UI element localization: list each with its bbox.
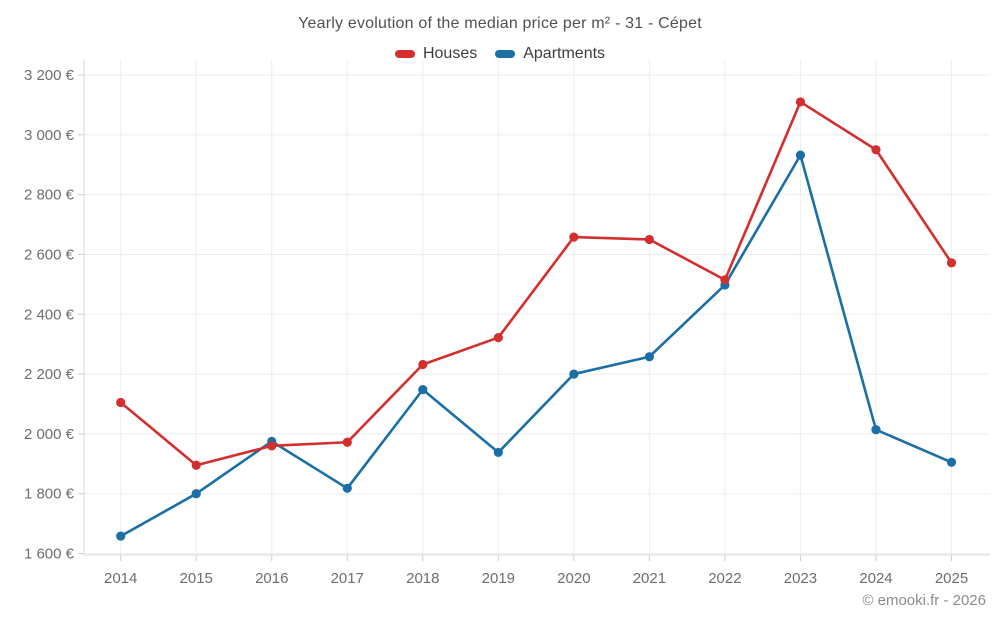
apartments-point-2024[interactable] <box>871 425 881 435</box>
houses-line <box>119 100 953 467</box>
x-tick-label: 2024 <box>859 570 892 587</box>
apartments-legend-label: Apartments <box>523 45 606 62</box>
apartments-point-2025[interactable] <box>946 457 957 467</box>
x-tick-label: 2020 <box>557 570 590 587</box>
y-tick-label: 2 000 € <box>24 426 75 443</box>
houses-legend-swatch-icon <box>394 50 415 58</box>
houses-point-2015[interactable] <box>191 460 201 470</box>
chart-title: Yearly evolution of the median price per… <box>298 15 702 32</box>
x-tick-label: 2019 <box>482 570 515 587</box>
y-tick-label: 1 600 € <box>24 546 75 563</box>
x-tick-label: 2025 <box>935 570 968 587</box>
chart-legend: Houses Apartments <box>0 45 1000 63</box>
legend-item-houses[interactable]: Houses <box>394 45 478 63</box>
x-tick-label: 2014 <box>104 570 137 587</box>
apartments-point-2018[interactable] <box>418 385 428 395</box>
apartments-point-2017[interactable] <box>342 483 352 493</box>
y-tick-label: 3 200 € <box>24 67 75 84</box>
y-tick-label: 2 800 € <box>24 187 75 204</box>
x-tick-label: 2021 <box>633 570 666 587</box>
houses-point-2018[interactable] <box>418 359 428 370</box>
apartments-point-2020[interactable] <box>569 369 579 379</box>
y-tick-label: 2 400 € <box>24 306 75 323</box>
apartments-point-2019[interactable] <box>493 447 503 458</box>
houses-point-2019[interactable] <box>493 332 503 343</box>
y-tick-label: 2 200 € <box>24 366 75 383</box>
x-tick-label: 2017 <box>331 570 364 587</box>
x-tick-label: 2022 <box>708 570 741 587</box>
houses-point-2021[interactable] <box>644 234 654 245</box>
x-tick-label: 2018 <box>406 570 439 587</box>
apartments-point-2014[interactable] <box>116 531 126 541</box>
houses-point-2023[interactable] <box>795 97 806 107</box>
legend-item-apartments[interactable]: Apartments <box>495 45 605 63</box>
x-tick-label: 2016 <box>255 570 288 587</box>
x-tick-label: 2015 <box>180 570 213 587</box>
apartments-point-2021[interactable] <box>644 352 654 362</box>
houses-point-2014[interactable] <box>116 397 126 408</box>
x-tick-label: 2023 <box>784 570 817 587</box>
houses-point-2016[interactable] <box>267 441 277 451</box>
y-tick-label: 3 000 € <box>24 127 75 144</box>
houses-point-2022[interactable] <box>720 275 730 285</box>
apartments-line <box>119 153 953 538</box>
apartments-point-2023[interactable] <box>795 150 806 160</box>
houses-legend-label: Houses <box>422 45 478 62</box>
apartments-legend-swatch-icon <box>495 50 516 58</box>
houses-point-2020[interactable] <box>569 232 579 242</box>
apartments-point-2015[interactable] <box>191 489 201 499</box>
houses-point-2025[interactable] <box>946 258 957 268</box>
houses-point-2017[interactable] <box>342 437 352 447</box>
houses-point-2024[interactable] <box>871 145 881 155</box>
copyright-watermark: © emooki.fr - 2026 <box>862 592 986 609</box>
y-tick-label: 1 800 € <box>24 486 75 503</box>
y-tick-label: 2 600 € <box>24 246 75 263</box>
